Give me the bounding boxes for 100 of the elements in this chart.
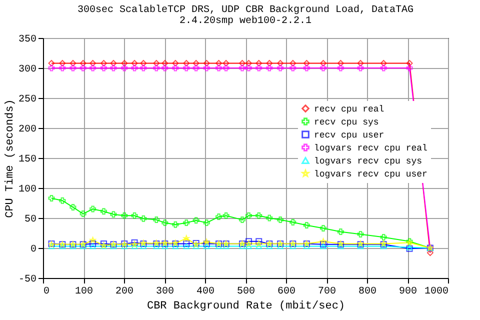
point xyxy=(380,234,387,240)
x-tick-label: 300 xyxy=(156,286,174,298)
point xyxy=(406,60,413,66)
point xyxy=(162,220,168,226)
point xyxy=(183,64,190,72)
point xyxy=(256,243,262,250)
point xyxy=(192,217,200,224)
y-tick-label: 250 xyxy=(18,94,36,106)
chart-subtitle: 2.4.20smp web100-2.2.1 xyxy=(179,15,312,27)
point xyxy=(172,60,179,66)
x-tick-label: 600 xyxy=(277,286,296,298)
point xyxy=(203,243,210,250)
point xyxy=(216,214,222,220)
point xyxy=(277,64,284,72)
point xyxy=(48,64,55,72)
point xyxy=(121,64,128,72)
point xyxy=(222,60,230,66)
point xyxy=(426,250,434,256)
point xyxy=(203,60,210,66)
point xyxy=(172,64,179,72)
x-tick-label: 200 xyxy=(115,286,134,298)
point xyxy=(277,216,284,224)
point xyxy=(110,60,117,66)
point xyxy=(48,194,55,202)
point xyxy=(70,64,76,72)
point xyxy=(337,228,344,236)
point xyxy=(183,220,190,226)
point xyxy=(357,64,364,72)
point xyxy=(239,60,246,66)
y-tick-label: 50 xyxy=(24,214,36,226)
point xyxy=(59,60,66,66)
point xyxy=(100,64,107,72)
point xyxy=(239,64,246,72)
point xyxy=(256,64,262,72)
y-tick-label: 200 xyxy=(18,124,36,136)
point xyxy=(90,60,96,66)
y-tick-label: -50 xyxy=(18,274,36,286)
point xyxy=(131,64,138,72)
point xyxy=(80,210,86,218)
point xyxy=(90,243,96,250)
point xyxy=(357,60,364,66)
y-axis-title: CPU Time (seconds) xyxy=(4,99,16,218)
point xyxy=(406,64,413,72)
point xyxy=(266,60,273,66)
point xyxy=(246,243,252,250)
x-tick-label: 100 xyxy=(74,286,94,298)
point xyxy=(183,60,190,66)
point xyxy=(303,60,310,66)
point xyxy=(121,243,128,250)
point xyxy=(337,64,344,72)
point xyxy=(121,212,128,219)
y-tick-label: 0 xyxy=(30,244,36,256)
point xyxy=(303,222,310,228)
point xyxy=(303,64,310,72)
point xyxy=(320,224,326,232)
point xyxy=(277,60,284,66)
point xyxy=(48,243,55,250)
point xyxy=(266,64,273,72)
point xyxy=(320,60,326,66)
point xyxy=(70,60,76,66)
point xyxy=(290,60,296,66)
point xyxy=(80,60,86,66)
point xyxy=(172,221,179,228)
point xyxy=(203,220,210,226)
point xyxy=(203,64,210,72)
point xyxy=(110,64,117,72)
point xyxy=(162,243,168,250)
legend-label: recv cpu sys xyxy=(314,118,379,128)
legend-label: recv cpu real xyxy=(314,104,384,114)
point xyxy=(290,243,296,250)
point xyxy=(140,215,147,222)
y-tick-label: 150 xyxy=(18,154,36,166)
legend-label: recv cpu user xyxy=(314,130,384,140)
y-tick-label: 350 xyxy=(18,34,36,46)
point xyxy=(256,212,262,219)
point xyxy=(246,238,252,245)
point xyxy=(153,60,160,66)
point xyxy=(140,64,147,72)
point xyxy=(140,243,147,250)
point xyxy=(162,64,168,72)
x-tick-label: 500 xyxy=(236,286,256,298)
point xyxy=(70,204,76,210)
point xyxy=(216,60,222,66)
point xyxy=(162,60,168,66)
point xyxy=(222,64,230,72)
point xyxy=(303,243,310,250)
point xyxy=(131,60,138,66)
point xyxy=(90,206,96,212)
point xyxy=(256,60,262,66)
point xyxy=(131,212,138,219)
point xyxy=(290,218,296,226)
y-tick-label: 300 xyxy=(18,64,36,76)
point xyxy=(153,216,160,224)
point xyxy=(320,64,326,72)
point xyxy=(80,64,86,72)
point xyxy=(90,64,96,72)
point xyxy=(172,243,179,250)
point xyxy=(48,60,55,66)
point xyxy=(246,60,252,66)
x-axis-title: CBR Background Rate (mbit/sec) xyxy=(146,300,346,312)
